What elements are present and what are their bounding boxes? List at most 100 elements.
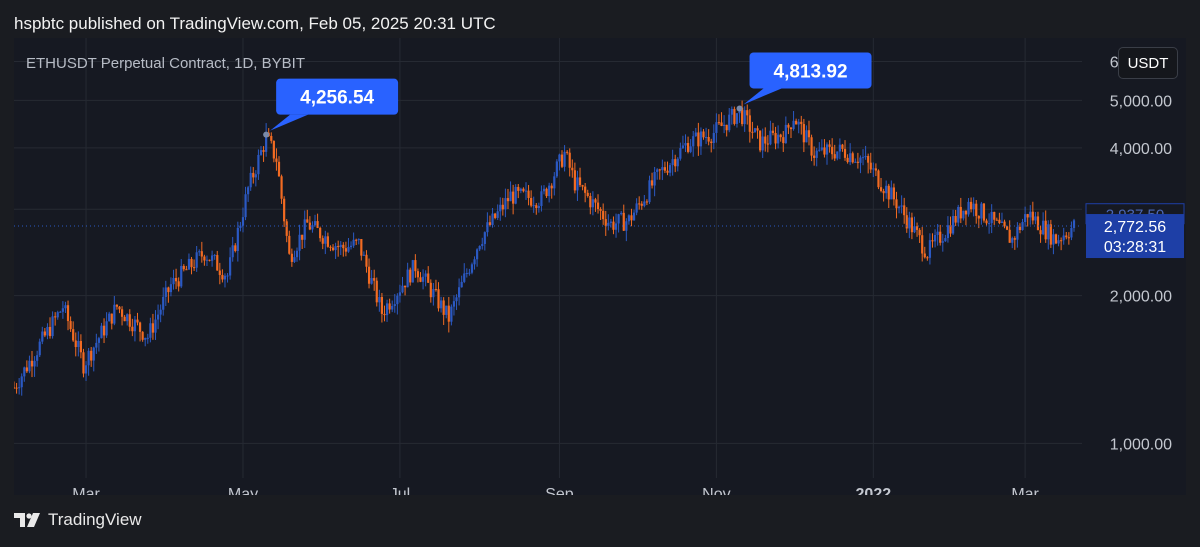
candle-body [694,132,697,137]
candle-body [648,180,651,203]
candle-body [450,306,453,322]
candle-body [216,255,219,271]
candle-body [141,331,144,340]
x-tick-label: Mar [72,486,100,495]
candle-body [349,245,353,248]
candle-body [457,287,461,298]
candle-body [247,187,250,195]
candle-body [54,316,57,318]
candle-body [733,108,736,124]
candle-body [681,145,685,149]
candle-body [1070,227,1073,238]
candle-body [200,251,203,257]
candle-body [190,258,193,268]
candle-body [792,120,795,130]
candle-body [903,205,906,216]
candle-body [154,319,157,333]
candle-body [115,304,119,307]
candle-body [236,227,239,252]
candle-body [1003,221,1006,227]
candle-body [275,158,278,162]
candle-body [838,144,841,152]
candle-body [836,151,839,159]
candle-body [87,350,90,366]
candle-body [257,154,260,175]
candle-body [421,276,425,282]
candle-body [560,154,564,167]
candle-body [769,130,772,145]
candle-body [180,265,183,287]
candle-body [211,255,214,261]
candle-body [439,300,443,309]
callout-anchor-dot [263,131,270,138]
candle-body [512,191,515,204]
candle-body [869,162,872,170]
price-chart[interactable]: 1,000.002,000.004,000.005,000.006,000.00… [14,38,1186,495]
candle-body [715,122,718,133]
candle-body [581,185,584,187]
chart-title: ETHUSDT Perpetual Contract, 1D, BYBIT [26,55,305,72]
candle-body [226,275,229,277]
candle-body [578,177,582,186]
candle-body [702,131,705,138]
candle-body [897,206,901,209]
candle-body [764,136,767,144]
candle-body [774,132,777,144]
candle-body [14,387,16,389]
candle-body [609,221,612,223]
candle-body [123,316,126,322]
candle-body [877,170,880,188]
candle-body [221,274,224,280]
candle-body [753,128,757,133]
candle-body [630,215,633,221]
candle-body [1011,238,1014,243]
candle-body [380,297,384,314]
candle-body [949,225,952,234]
candle-body [38,341,41,356]
candle-body [1016,226,1019,240]
candle-body [576,177,579,191]
candle-body [632,212,636,221]
candle-body [1057,240,1060,244]
candle-body [892,187,896,200]
candle-body [854,161,857,163]
candle-body [198,251,201,253]
candle-body [946,225,950,239]
candle-body [326,236,329,247]
candle-body [532,205,535,207]
candle-body [594,199,597,203]
candle-body [259,150,263,155]
candle-body [321,238,324,244]
candle-body [59,311,62,313]
candle-body [959,206,962,219]
candle-body [530,197,533,206]
y-tick-label: 4,000.00 [1110,141,1172,158]
callout-label: 4,256.54 [300,88,374,109]
currency-button[interactable]: USDT [1118,47,1178,79]
candle-body [666,170,669,173]
candle-body [846,157,849,163]
candle-body [697,132,700,147]
candle-body [187,258,191,270]
candle-body [1042,220,1045,235]
candle-body [931,240,934,242]
candle-body [722,124,726,126]
candle-body [102,325,106,336]
candle-body [496,211,499,218]
chart-panel[interactable]: 1,000.002,000.004,000.005,000.006,000.00… [14,38,1186,495]
candle-body [205,259,209,261]
candle-body [136,319,139,323]
candle-body [874,168,877,171]
candle-body [710,141,713,143]
candle-body [234,245,237,252]
candle-body [851,153,854,163]
candle-body [409,269,412,283]
current-price-tag [1086,214,1184,259]
candle-body [277,161,281,177]
candle-body [41,331,44,342]
candle-body [766,143,769,145]
candle-body [712,132,715,143]
candle-body [643,201,646,206]
candle-body [645,201,649,203]
candle-body [591,199,594,208]
